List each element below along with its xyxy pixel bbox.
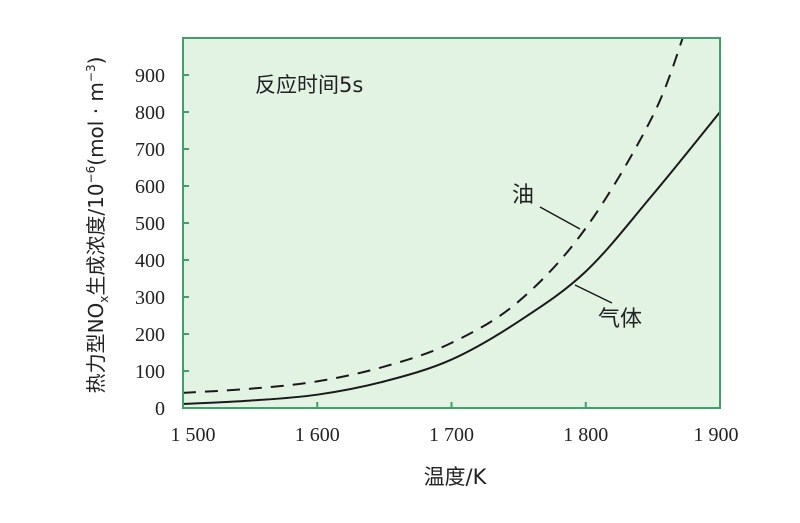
x-tick-label: 1 500	[171, 424, 216, 446]
y-axis-label: 热力型NOx生成浓度/10−6(mol · m−3)	[84, 57, 111, 394]
y-tick-label: 400	[135, 250, 165, 272]
x-tick-label: 1 700	[429, 424, 474, 446]
y-tick-label: 800	[135, 102, 165, 124]
series-leader-oil	[539, 206, 581, 230]
series-label-oil: 油	[512, 183, 534, 208]
series-group	[183, 38, 720, 405]
y-tick-label: 200	[135, 324, 165, 346]
x-tick-label: 1 600	[295, 424, 340, 446]
y-tick-label: 300	[135, 287, 165, 309]
y-tick-label: 100	[135, 361, 165, 383]
tick-labels: 0 100 200 300 400 500 600 700 800 900 1 500 1 600 1 …	[135, 65, 739, 446]
x-tick-label: 1 900	[694, 424, 739, 446]
x-axis-label: 温度/K	[424, 465, 488, 489]
x-tick-label: 1 800	[563, 424, 608, 446]
y-tick-label: 500	[135, 213, 165, 235]
series-line-oil	[183, 38, 684, 394]
annotation-reaction-time: 反应时间5s	[255, 73, 363, 97]
series-leader-gas	[574, 284, 613, 304]
plot-frame	[182, 37, 721, 409]
y-tick-label: 700	[135, 139, 165, 161]
series-line-gas	[183, 111, 720, 405]
y-tick-label: 600	[135, 176, 165, 198]
series-label-gas: 气体	[598, 307, 642, 332]
y-tick-label: 900	[135, 65, 165, 87]
y-tick-label: 0	[155, 398, 165, 420]
